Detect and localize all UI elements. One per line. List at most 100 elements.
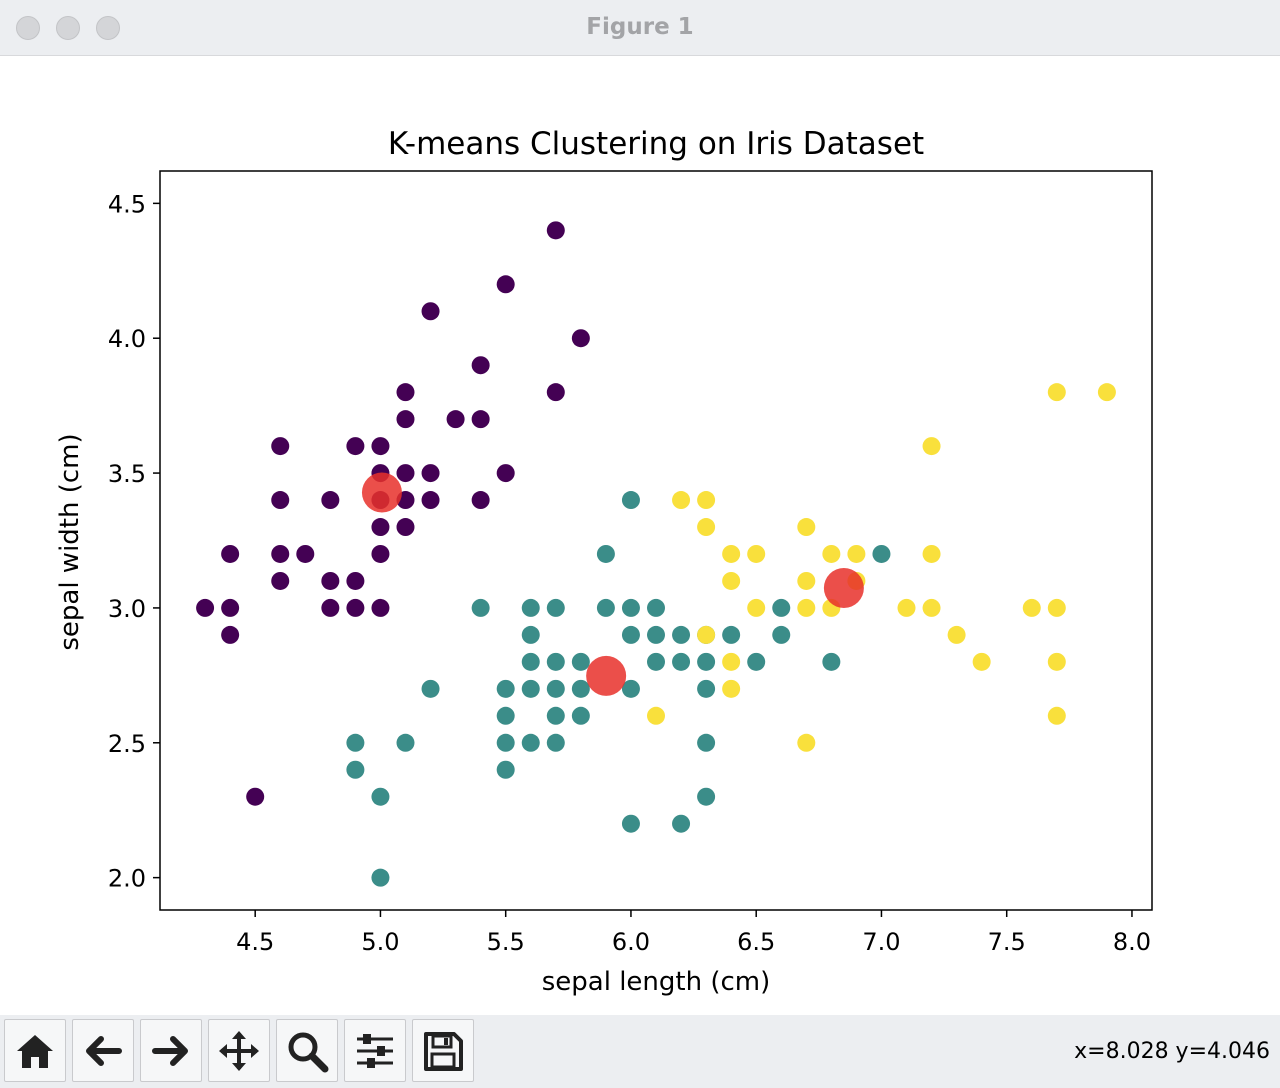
figure-canvas[interactable]: K-means Clustering on Iris Dataset sepal…	[0, 57, 1280, 1015]
x-tick-label: 8.0	[1113, 928, 1151, 956]
cluster-2-point	[672, 491, 691, 510]
x-tick-label: 7.0	[862, 928, 900, 956]
cluster-2-point	[697, 491, 716, 510]
forward-button[interactable]	[140, 1019, 202, 1082]
x-tick-label: 6.5	[737, 928, 775, 956]
cursor-coordinates: x=8.028 y=4.046	[1074, 1039, 1270, 1064]
cluster-0-point	[421, 464, 440, 483]
cluster-1-point	[396, 733, 415, 752]
cluster-2-point	[722, 679, 741, 698]
cluster-0-point	[396, 410, 415, 429]
cluster-1-point	[371, 868, 390, 887]
x-tick-label: 6.0	[612, 928, 650, 956]
cluster-2-point	[847, 544, 866, 563]
cluster-1-point	[546, 598, 565, 617]
zoom-window-button[interactable]	[96, 16, 120, 40]
cluster-2-point	[1047, 706, 1066, 725]
cluster-0-point	[471, 356, 490, 375]
cluster-1-point	[571, 652, 590, 671]
back-button[interactable]	[72, 1019, 134, 1082]
cluster-0-point	[421, 302, 440, 321]
cluster-1-point	[496, 760, 515, 779]
cluster-1-point	[571, 679, 590, 698]
cluster-2-point	[697, 625, 716, 644]
cluster-1-point	[496, 733, 515, 752]
cluster-1-point	[722, 625, 741, 644]
cluster-1-point	[647, 625, 665, 644]
cluster-0-point	[371, 518, 390, 537]
cluster-1-point	[697, 733, 716, 752]
cluster-0-point	[271, 491, 290, 510]
cluster-1-point	[471, 598, 490, 617]
cluster-0-point	[296, 544, 315, 563]
cluster-0-point	[396, 464, 415, 483]
cluster-1-point	[521, 652, 540, 671]
cluster-2-point	[1047, 383, 1066, 402]
navigation-toolbar: x=8.028 y=4.046	[0, 1015, 1280, 1088]
cluster-2-point	[747, 544, 766, 563]
plot-area-frame	[159, 170, 1153, 911]
cluster-1-point	[697, 787, 716, 806]
cluster-1-point	[647, 598, 665, 617]
window-title: Figure 1	[586, 14, 694, 40]
x-tick-label: 7.5	[988, 928, 1026, 956]
cluster-2-point	[922, 544, 941, 563]
cluster-0-point	[346, 571, 365, 590]
cluster-2-point	[647, 706, 665, 725]
y-tick-label: 3.5	[108, 460, 146, 488]
zoom-button[interactable]	[276, 1019, 338, 1082]
cluster-1-point	[521, 625, 540, 644]
close-window-button[interactable]	[16, 16, 40, 40]
home-button[interactable]	[4, 1019, 66, 1082]
cluster-1-point	[546, 652, 565, 671]
cluster-0-point	[371, 437, 390, 456]
home-icon	[17, 1034, 53, 1068]
cluster-1-point	[546, 706, 565, 725]
cluster-1-point	[747, 652, 766, 671]
cluster-0-point	[321, 598, 340, 617]
cluster-0-point	[546, 383, 565, 402]
arrow-left-icon	[86, 1035, 122, 1066]
centroid-point	[823, 567, 864, 608]
cluster-1-point	[521, 679, 540, 698]
minimize-window-button[interactable]	[56, 16, 80, 40]
cluster-2-point	[972, 652, 991, 671]
cluster-1-point	[596, 598, 615, 617]
cluster-2-point	[722, 652, 741, 671]
cluster-0-point	[496, 275, 515, 294]
cluster-1-point	[822, 652, 841, 671]
cluster-1-point	[772, 598, 791, 617]
configure-subplots-button[interactable]	[344, 1019, 406, 1082]
chart-title: K-means Clustering on Iris Dataset	[388, 126, 924, 162]
cluster-2-point	[1047, 598, 1066, 617]
save-figure-button[interactable]	[412, 1019, 474, 1082]
cluster-2-point	[922, 598, 941, 617]
cluster-0-point	[471, 491, 490, 510]
y-tick-label: 4.5	[108, 190, 146, 218]
move-icon	[219, 1030, 259, 1071]
cluster-0-point	[371, 598, 390, 617]
cluster-0-point	[321, 571, 340, 590]
cluster-1-point	[371, 787, 390, 806]
cluster-2-point	[1022, 598, 1041, 617]
sliders-icon	[357, 1033, 393, 1068]
window-titlebar: Figure 1	[0, 0, 1280, 56]
cluster-0-point	[321, 491, 340, 510]
cluster-1-point	[596, 544, 615, 563]
cluster-2-point	[797, 571, 816, 590]
cluster-2-point	[897, 598, 916, 617]
cluster-0-point	[271, 544, 290, 563]
cluster-1-point	[772, 625, 791, 644]
x-tick-label: 4.5	[236, 928, 274, 956]
cluster-0-point	[496, 464, 515, 483]
x-tick-label: 5.5	[487, 928, 525, 956]
pan-button[interactable]	[208, 1019, 270, 1082]
cluster-0-point	[346, 598, 365, 617]
y-tick-label: 3.0	[108, 595, 146, 623]
cluster-0-point	[421, 491, 440, 510]
cluster-0-point	[446, 410, 465, 429]
y-axis-label: sepal width (cm)	[55, 433, 85, 650]
cluster-0-point	[221, 544, 240, 563]
scatter-chart: K-means Clustering on Iris Dataset sepal…	[55, 126, 1153, 997]
centroid-point	[586, 655, 627, 696]
